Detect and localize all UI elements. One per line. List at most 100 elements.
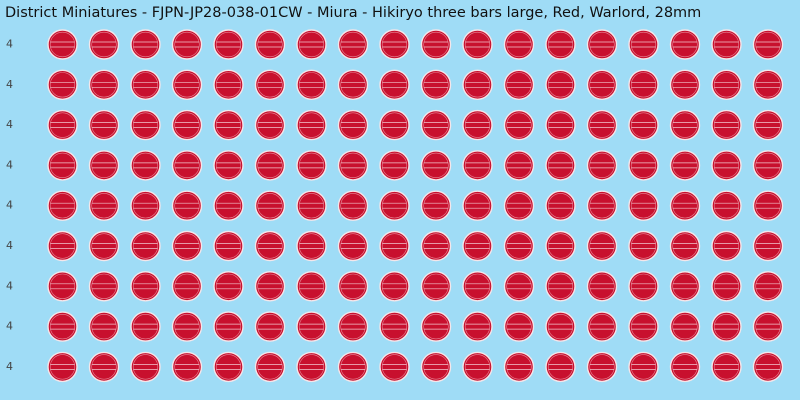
- decal-disc: [171, 230, 203, 262]
- decal-disc: [379, 351, 410, 383]
- decal-disc: [254, 190, 286, 221]
- decal: [462, 271, 493, 302]
- decal-disc: [296, 271, 327, 302]
- decal: [503, 150, 535, 181]
- decal: [420, 230, 452, 262]
- decal-disc: [752, 271, 784, 302]
- decal-ring: [49, 31, 76, 58]
- decal-disc: [296, 351, 327, 383]
- decal-ring: [630, 112, 657, 138]
- decal-disc: [254, 351, 286, 383]
- decal-disc: [337, 311, 369, 342]
- decal-ring: [589, 273, 615, 299]
- decal-disc: [379, 69, 410, 101]
- decal-disc: [171, 109, 203, 141]
- decal-ring: [257, 112, 283, 138]
- decal: [420, 311, 452, 342]
- decal-ring: [257, 273, 283, 299]
- decal: [545, 190, 576, 221]
- decal-disc: [296, 29, 327, 60]
- decal: [88, 109, 120, 141]
- decal-ring: [132, 233, 159, 259]
- decal-disc: [296, 150, 327, 181]
- decal-disc: [379, 109, 410, 141]
- decal-disc: [462, 109, 493, 141]
- decal-disc: [254, 69, 286, 101]
- decal-ring: [464, 354, 491, 380]
- decal: [503, 29, 535, 60]
- decal-disc: [545, 351, 576, 383]
- decal-disc: [503, 311, 535, 342]
- decal-disc: [503, 351, 535, 383]
- row-count: 4: [6, 38, 13, 51]
- decal: [337, 69, 369, 101]
- decal-disc: [296, 230, 327, 262]
- decal: [545, 311, 576, 342]
- decal-disc: [628, 69, 659, 101]
- decal-disc: [213, 271, 244, 302]
- decal: [669, 311, 701, 342]
- decal: [171, 230, 203, 262]
- row-count: 4: [6, 239, 13, 252]
- decal: [420, 69, 452, 101]
- decal: [130, 230, 161, 262]
- decal-disc: [545, 230, 576, 262]
- decal: [752, 150, 784, 181]
- row-count: 4: [6, 78, 13, 91]
- decal-ring: [257, 31, 283, 58]
- decal-ring: [215, 152, 242, 178]
- decal: [586, 29, 618, 60]
- decal: [420, 150, 452, 181]
- decal-disc: [130, 351, 161, 383]
- decal-disc: [462, 230, 493, 262]
- decal-ring: [174, 112, 200, 138]
- decal-ring: [755, 31, 781, 58]
- decal: [752, 190, 784, 221]
- decal: [254, 190, 286, 221]
- decal-ring: [91, 152, 117, 178]
- decal-ring: [506, 354, 532, 380]
- decal: [420, 109, 452, 141]
- decal-ring: [672, 152, 698, 178]
- decal-disc: [88, 109, 120, 141]
- decal-ring: [340, 112, 366, 138]
- decal-ring: [257, 152, 283, 178]
- row-count: 4: [6, 279, 13, 292]
- decal-disc: [669, 190, 701, 221]
- decal-ring: [506, 233, 532, 259]
- decal: [379, 190, 410, 221]
- decal-ring: [174, 273, 200, 299]
- row-count: 4: [6, 118, 13, 131]
- decal: [752, 271, 784, 302]
- decal-disc: [752, 29, 784, 60]
- decal: [213, 69, 244, 101]
- decal-ring: [506, 273, 532, 299]
- decal-ring: [215, 193, 242, 219]
- decal: [545, 69, 576, 101]
- decal: [171, 150, 203, 181]
- decal-ring: [132, 112, 159, 138]
- decal: [337, 311, 369, 342]
- decal-disc: [586, 109, 618, 141]
- decal: [462, 69, 493, 101]
- decal-disc: [171, 190, 203, 221]
- decal-disc: [545, 109, 576, 141]
- decal: [462, 150, 493, 181]
- decal: [752, 311, 784, 342]
- decal-ring: [672, 273, 698, 299]
- decal: [586, 230, 618, 262]
- decal-ring: [174, 152, 200, 178]
- decal-disc: [711, 109, 742, 141]
- decal-ring: [547, 31, 574, 58]
- decal-ring: [215, 354, 242, 380]
- decal-disc: [420, 190, 452, 221]
- decal-disc: [462, 29, 493, 60]
- decal-ring: [174, 314, 200, 340]
- decal: [337, 150, 369, 181]
- decal-ring: [423, 112, 449, 138]
- decal-ring: [132, 72, 159, 98]
- decal-ring: [340, 354, 366, 380]
- decal-disc: [337, 150, 369, 181]
- decal: [337, 230, 369, 262]
